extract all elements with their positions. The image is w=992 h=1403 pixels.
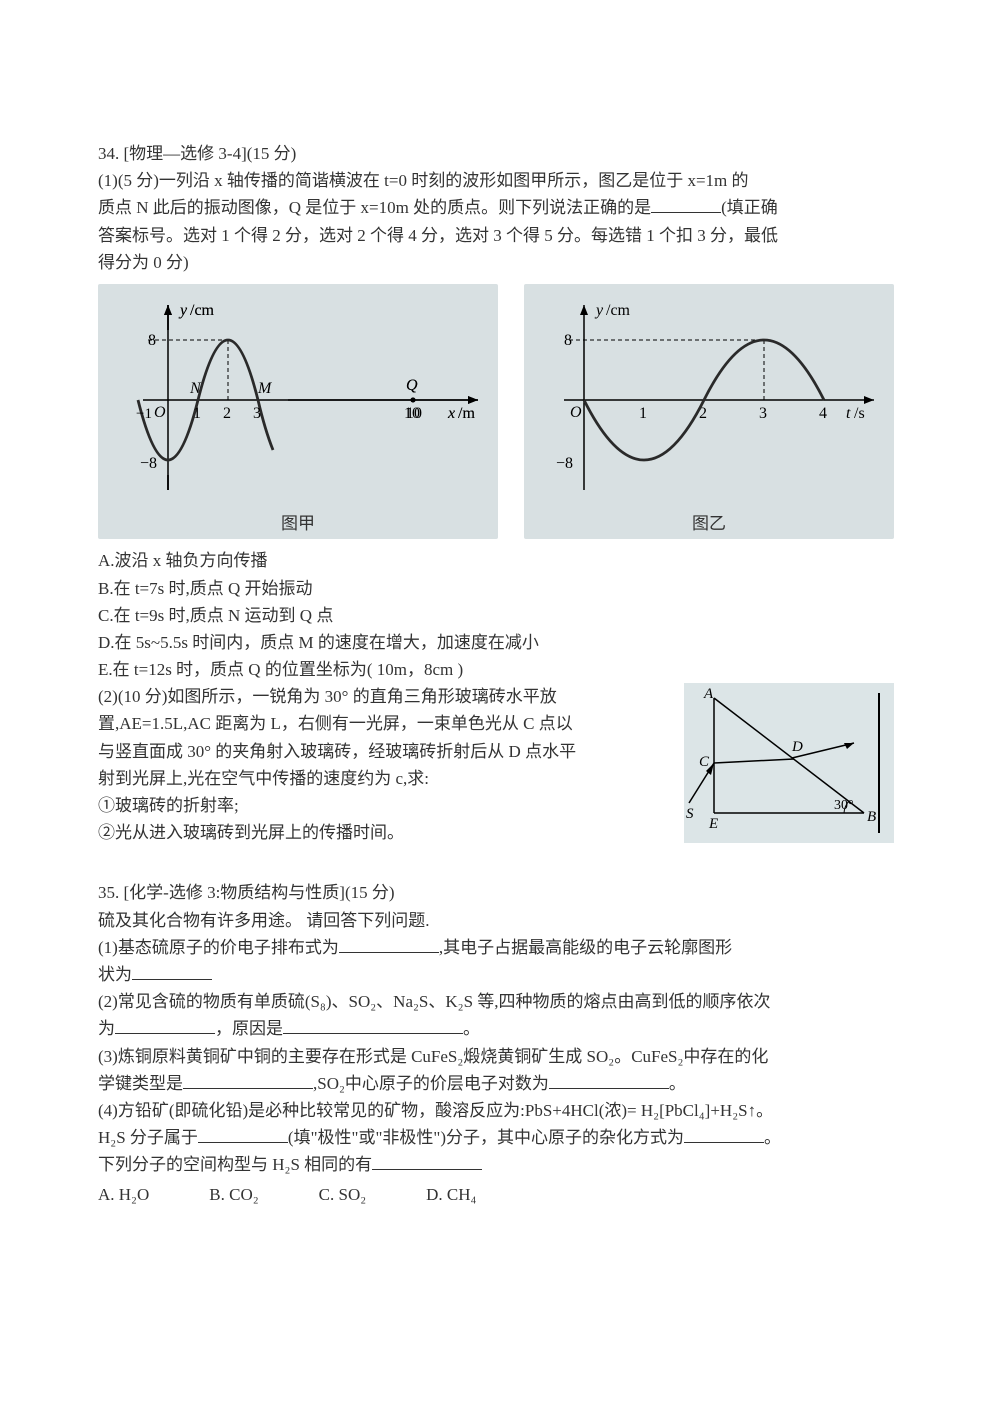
- svg-text:M: M: [257, 380, 273, 397]
- q35-p1-line1: (1)基态硫原子的价电子排布式为 ,其电子占据最高能级的电子云轮廓图形: [98, 934, 894, 961]
- svg-text:O: O: [154, 404, 166, 421]
- wave-x-graph: y /cm x/m 8 −8 −1 O 1 2 3 10 Q: [108, 290, 488, 500]
- q35-p2-line2: 为 ，原因是 。: [98, 1015, 894, 1042]
- q35-p1-line2: 状为: [98, 961, 894, 988]
- q34-p1-line4: 得分为 0 分): [98, 249, 894, 276]
- q35-blank-bond[interactable]: [183, 1072, 313, 1089]
- q35-blank-order[interactable]: [115, 1017, 215, 1034]
- wave-t-graph: y/cm t/s 8 −8 O 1 2 3 4: [534, 290, 884, 500]
- q34-optB: B.在 t=7s 时,质点 Q 开始振动: [98, 575, 894, 602]
- q35-intro: 硫及其化合物有许多用途。 请回答下列问题.: [98, 907, 894, 934]
- q35-p3b: 学键类型是: [98, 1074, 183, 1093]
- q35-optD: D. CH₄: [426, 1181, 476, 1208]
- svg-text:1: 1: [193, 405, 201, 422]
- q34-header: 34. [物理—选修 3-4](15 分): [98, 140, 894, 167]
- q35-p3d: 。: [669, 1074, 686, 1093]
- q35-p1b: ,其电子占据最高能级的电子云轮廓图形: [439, 938, 732, 957]
- q35-blank-shape[interactable]: [132, 963, 212, 980]
- q35-p2d: 。: [463, 1019, 480, 1038]
- q35-blank-pairs[interactable]: [549, 1072, 669, 1089]
- q34-optA: A.波沿 x 轴负方向传播: [98, 547, 894, 574]
- svg-text:S: S: [686, 806, 694, 822]
- q34-triangle-figure: A B C D E S 30°: [684, 683, 894, 851]
- q35-blank-reason[interactable]: [283, 1017, 463, 1034]
- svg-text:x: x: [447, 405, 455, 422]
- q35-blank-polar[interactable]: [198, 1126, 288, 1143]
- q35-p4-line3: 下列分子的空间构型与 H₂S 相同的有: [98, 1151, 894, 1178]
- q34-p1c-text: (填正确: [721, 198, 778, 217]
- fig-left-caption: 图甲: [108, 510, 488, 537]
- svg-text:/cm: /cm: [606, 302, 631, 319]
- q35-p1a: (1)基态硫原子的价电子排布式为: [98, 938, 339, 957]
- fig-right-caption: 图乙: [534, 510, 884, 537]
- q35-p3c: ,SO₂中心原子的价层电子对数为: [313, 1074, 549, 1093]
- q35-blank-econfig[interactable]: [339, 936, 439, 953]
- q35-p4e: 下列分子的空间构型与 H₂S 相同的有: [98, 1155, 372, 1174]
- q35-p3-line2: 学键类型是 ,SO₂中心原子的价层电子对数为 。: [98, 1070, 894, 1097]
- svg-text:E: E: [708, 816, 718, 832]
- svg-text:D: D: [791, 739, 803, 755]
- q35-p4b: H₂S 分子属于: [98, 1128, 198, 1147]
- svg-text:N: N: [189, 380, 202, 397]
- q34-p1b-text: 质点 N 此后的振动图像，Q 是位于 x=10m 处的质点。则下列说法正确的是: [98, 198, 651, 217]
- q34-optC: C.在 t=9s 时,质点 N 运动到 Q 点: [98, 602, 894, 629]
- q34-optD: D.在 5s~5.5s 时间内，质点 M 的速度在增大，加速度在减小: [98, 629, 894, 656]
- q35-optB: B. CO₂: [209, 1181, 258, 1208]
- q34-blank-answer[interactable]: [651, 196, 721, 213]
- svg-text:A: A: [703, 686, 714, 702]
- q35-p1c: 状为: [98, 965, 132, 984]
- svg-text:t: t: [846, 405, 851, 422]
- q35-p4c: (填"极性"或"非极性")分子，其中心原子的杂化方式为: [288, 1128, 684, 1147]
- svg-text:−8: −8: [140, 455, 157, 472]
- q35-p4-line2: H₂S 分子属于 (填"极性"或"非极性")分子，其中心原子的杂化方式为 。: [98, 1124, 894, 1151]
- svg-text:4: 4: [819, 405, 827, 422]
- q35-p2b: 为: [98, 1019, 115, 1038]
- svg-text:O: O: [570, 404, 582, 421]
- q35-blank-hybrid[interactable]: [684, 1126, 764, 1143]
- q35-p2c: ，原因是: [215, 1019, 283, 1038]
- svg-text:C: C: [699, 754, 710, 770]
- q35-blank-geom[interactable]: [372, 1153, 482, 1170]
- q35-optC: C. SO₂: [319, 1181, 367, 1208]
- q34-figure-right: y/cm t/s 8 −8 O 1 2 3 4 图乙: [524, 284, 894, 539]
- svg-text:y: y: [594, 302, 604, 319]
- q34-figure-row: y /cm x/m 8 −8 −1 O 1 2 3 10 Q: [98, 284, 894, 539]
- q34-p1-line3: 答案标号。选对 1 个得 2 分，选对 2 个得 4 分，选对 3 个得 5 分…: [98, 222, 894, 249]
- q34-p1-line2: 质点 N 此后的振动图像，Q 是位于 x=10m 处的质点。则下列说法正确的是 (…: [98, 194, 894, 221]
- svg-text:2: 2: [223, 405, 231, 422]
- svg-text:8: 8: [148, 332, 156, 349]
- q34-figure-left: y /cm x/m 8 −8 −1 O 1 2 3 10 Q: [98, 284, 498, 539]
- q34-p1-line1: (1)(5 分)一列沿 x 轴传播的简谐横波在 t=0 时刻的波形如图甲所示，图…: [98, 167, 894, 194]
- svg-text:/s: /s: [854, 405, 865, 422]
- svg-text:3: 3: [253, 405, 261, 422]
- svg-text:10: 10: [404, 405, 420, 422]
- svg-text:Q: Q: [406, 377, 418, 394]
- q35-p4-line1: (4)方铅矿(即硫化铅)是必种比较常见的矿物，酸溶反应为:PbS+4HCl(浓)…: [98, 1097, 894, 1124]
- svg-text:/cm: /cm: [190, 302, 215, 319]
- svg-text:−8: −8: [556, 455, 573, 472]
- q35-p3-line1: (3)炼铜原料黄铜矿中铜的主要存在形式是 CuFeS₂煅烧黄铜矿生成 SO₂。C…: [98, 1043, 894, 1070]
- q35-options-row: A. H₂O B. CO₂ C. SO₂ D. CH₄: [98, 1181, 894, 1208]
- svg-text:y: y: [178, 302, 188, 319]
- q35-header: 35. [化学-选修 3:物质结构与性质](15 分): [98, 879, 894, 906]
- svg-text:−1: −1: [136, 406, 152, 422]
- svg-text:1: 1: [639, 405, 647, 422]
- svg-text:B: B: [867, 809, 876, 825]
- q35-p4d: 。: [764, 1128, 781, 1147]
- q35-optA: A. H₂O: [98, 1181, 149, 1208]
- svg-text:3: 3: [759, 405, 767, 422]
- q35-p2-line1: (2)常见含硫的物质有单质硫(S₈)、SO₂、Na₂S、K₂S 等,四种物质的熔…: [98, 988, 894, 1015]
- q34-optE: E.在 t=12s 时，质点 Q 的位置坐标为( 10m，8cm ): [98, 656, 894, 683]
- svg-text:/m: /m: [458, 405, 475, 422]
